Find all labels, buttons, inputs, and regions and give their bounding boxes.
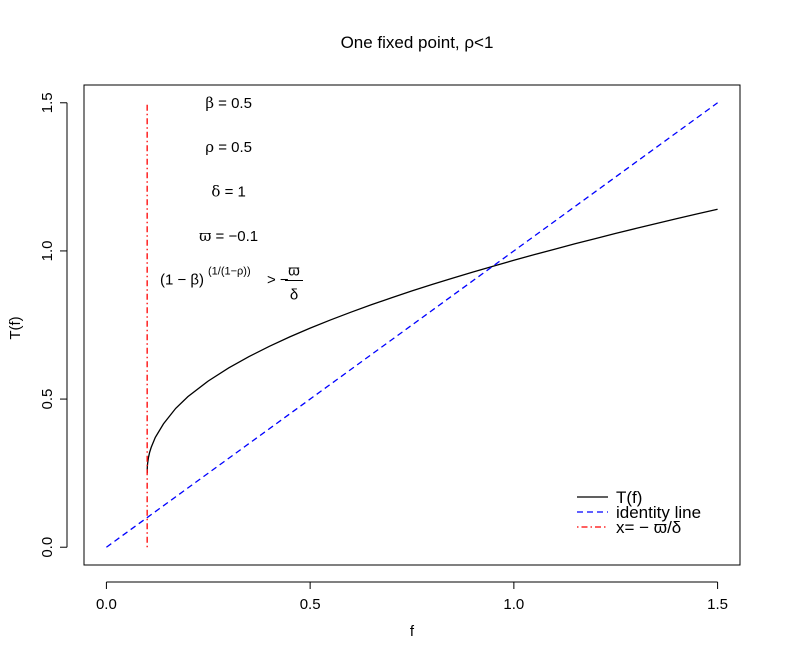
parameter-annotations: β = 0.5ρ = 0.5δ = 1ϖ = −0.1(1 − β) (1/(1−…	[160, 94, 303, 304]
annotation-symbol: β	[205, 94, 214, 112]
condition-numerator: ϖ	[288, 263, 300, 280]
annotation-0: β = 0.5	[205, 94, 252, 112]
y-tick-label: 0.5	[39, 389, 56, 410]
annotation-value: = 1	[220, 184, 245, 201]
y-tick-label: 0.0	[39, 537, 56, 558]
legend-label-1: identity line	[616, 503, 701, 522]
y-tick-label: 1.5	[39, 92, 56, 113]
axes: 0.0 0.5 1.0 1.5 0.0 0.5 1.0 1.5	[39, 84, 741, 613]
annotation-value: = −0.1	[211, 228, 258, 245]
x-axis-label: f	[410, 623, 415, 640]
annotation-symbol: ρ	[205, 138, 214, 156]
plot-frame	[83, 84, 741, 566]
annotation-symbol: ϖ	[199, 227, 211, 245]
annotation-symbol: δ	[211, 183, 220, 201]
x-tick-label: 0.5	[300, 596, 321, 613]
legend-label-2: x= − ϖ/δ	[616, 518, 681, 537]
chart-title: One fixed point, ρ<1	[341, 33, 494, 52]
condition-exponent: (1/(1−ρ))	[208, 266, 251, 278]
y-tick-label: 1.0	[39, 240, 56, 261]
y-axis-label: T(f)	[7, 316, 24, 339]
x-tick-label: 1.5	[707, 596, 728, 613]
legend-label-0: T(f)	[616, 488, 642, 507]
condition-lhs: (1 − β)	[160, 272, 204, 289]
annotation-1: ρ = 0.5	[205, 138, 252, 156]
annotation-2: δ = 1	[211, 183, 245, 201]
annotation-value: = 0.5	[214, 95, 252, 112]
annotation-3: ϖ = −0.1	[199, 227, 258, 245]
condition-relation: > −	[267, 272, 289, 289]
series-line-0	[146, 208, 718, 474]
series-line-1	[106, 102, 718, 548]
x-tick-label: 0.0	[96, 596, 117, 613]
plot-area	[106, 102, 718, 548]
annotation-value: = 0.5	[214, 139, 252, 156]
x-tick-label: 1.0	[503, 596, 524, 613]
condition-denominator: δ	[290, 287, 298, 304]
